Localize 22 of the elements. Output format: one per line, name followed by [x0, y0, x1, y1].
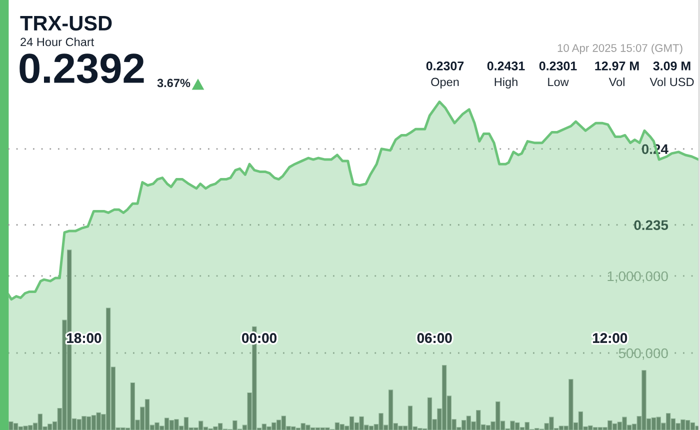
annotation: 0.2307 — [426, 62, 464, 70]
x-tick-label: 12:00 — [593, 333, 628, 343]
annotation: 3.67% — [157, 78, 190, 88]
annotation: 0.2392 — [20, 54, 144, 84]
x-tick-label: 06:00 — [417, 333, 452, 343]
text: TRX-USD — [20, 16, 112, 31]
annotation: 10 Apr 2025 15:07 (GMT) — [558, 44, 682, 54]
text: 24 Hour Chart — [20, 38, 94, 46]
annotation: 3.09 M — [653, 62, 690, 70]
y2-tick-label: 1,000,000 — [608, 271, 668, 283]
x-tick-label: 00:00 — [242, 333, 276, 343]
annotation: Vol — [608, 78, 624, 86]
annotation: 12.97 M — [595, 62, 639, 70]
y-tick-label: 0.235 — [634, 220, 668, 230]
annotation: High — [494, 78, 518, 88]
x-tick-label: 18:00 — [67, 333, 102, 343]
annotation: 0.2431 — [487, 62, 525, 70]
annotation: 0.2301 — [539, 62, 577, 70]
annotation: Vol USD — [650, 78, 694, 86]
annotation: Low — [548, 78, 569, 86]
y2-tick-label: 500,000 — [618, 348, 668, 360]
annotation: Open — [431, 78, 459, 88]
